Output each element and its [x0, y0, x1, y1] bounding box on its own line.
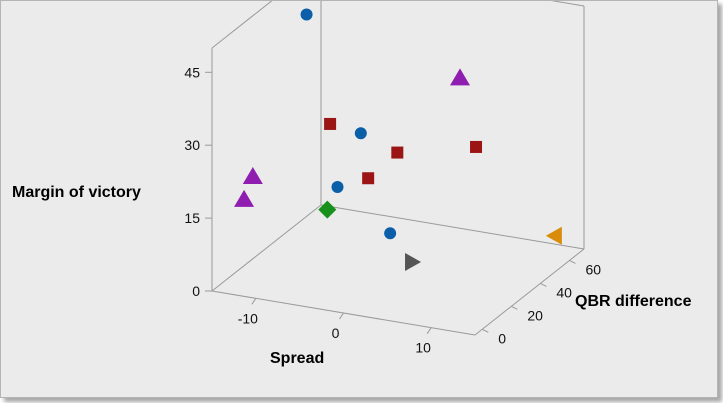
- data-points: [234, 8, 562, 271]
- y-tick: [569, 260, 576, 264]
- z-tick-label: 30: [184, 137, 200, 153]
- circle-point: [354, 127, 367, 140]
- square-point: [391, 146, 404, 159]
- floor-edge-left: [211, 204, 322, 292]
- triangle-up-point: [242, 167, 263, 185]
- x-tick-label: 0: [332, 325, 340, 341]
- x-tick: [426, 327, 432, 334]
- x-tick-label: -10: [238, 310, 258, 326]
- axis-titles: Margin of victory Spread QBR difference: [12, 184, 692, 367]
- y-tick-label: 40: [556, 284, 572, 300]
- y-tick-label: 20: [527, 307, 543, 323]
- y-tick-label: 60: [585, 261, 601, 277]
- plot-box: [211, 1, 585, 336]
- x-tick: [251, 298, 257, 305]
- z-tick-label: 15: [184, 210, 200, 226]
- circle-point: [384, 227, 397, 240]
- z-axis-label: Margin of victory: [12, 184, 141, 201]
- x-axis-label: Spread: [270, 350, 324, 367]
- square-point: [362, 172, 375, 185]
- floor-edge-back: [320, 204, 585, 250]
- scatter-3d-chart: 0 15 30 45 -10 0 10 0 20 40 60 Margin of victory S…: [12, 1, 692, 367]
- circle-point: [300, 8, 313, 21]
- square-point: [324, 117, 337, 130]
- square-point: [470, 140, 483, 153]
- diamond-point: [318, 200, 337, 219]
- y-axis-label: QBR difference: [575, 293, 692, 310]
- triangle-up-point: [234, 189, 255, 207]
- x-tick-label: 10: [415, 340, 431, 356]
- tick-labels: 0 15 30 45 -10 0 10 0 20 40 60: [184, 64, 601, 355]
- y-tick: [482, 328, 489, 333]
- y-tick: [540, 282, 547, 287]
- y-tick: [511, 305, 518, 310]
- triangle-right-point: [405, 252, 422, 271]
- x-tick: [339, 312, 344, 320]
- triangle-up-point: [450, 68, 470, 86]
- top-left-edge: [211, 1, 273, 49]
- circle-point: [331, 181, 344, 193]
- z-tick-label: 0: [192, 283, 200, 299]
- triangle-left-point: [545, 226, 562, 245]
- y-tick-label: 0: [498, 330, 506, 346]
- top-back-edge: [551, 1, 585, 7]
- z-tick-label: 45: [184, 64, 200, 80]
- floor-edge-right: [474, 248, 585, 336]
